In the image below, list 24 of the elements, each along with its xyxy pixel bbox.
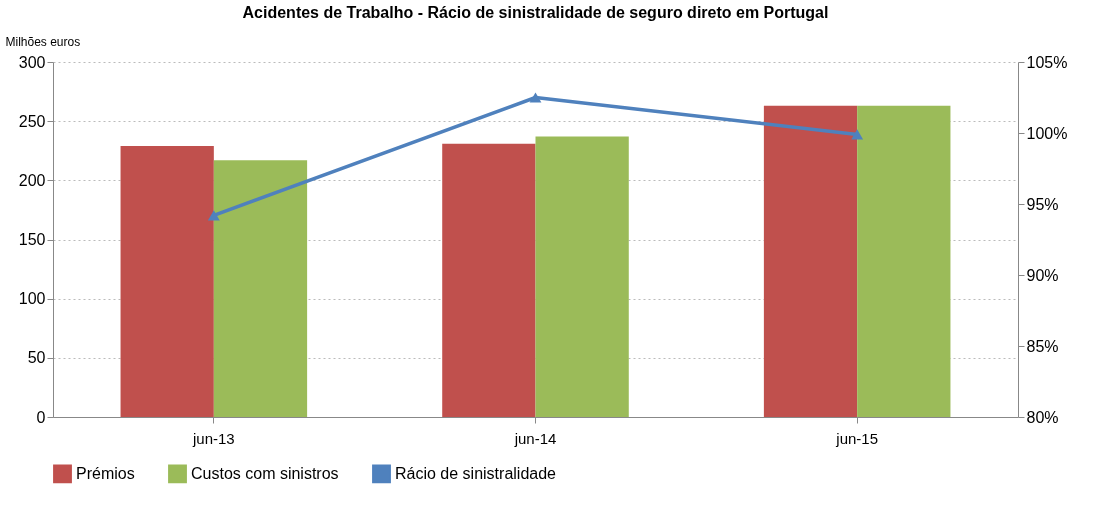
point [207,210,220,221]
y-axis-title: Milhões euros [5,34,81,49]
point [529,92,542,103]
chart-title: Acidentes de Trabalho - Rácio de sinistralidade de seguro direto em Portugal [242,4,829,21]
y-tick-label: 200 [18,171,46,189]
x-tick-label: jun-15 [835,429,879,447]
legend-label: Prémios [76,464,135,482]
y-tick-label: 100 [18,290,46,308]
legend-label: Custos com sinistros [191,464,339,482]
y2-tick-label: 90% [1026,266,1059,284]
y-tick-label: 250 [18,112,46,130]
y-tick-label: 300 [18,53,46,71]
y-tick-label: 50 [27,349,46,367]
y2-tick-label: 85% [1026,337,1059,355]
y-tick-label: 150 [18,231,46,248]
x-tick-label: jun-14 [513,429,557,447]
legend-label: Rácio de sinistralidade [395,464,557,482]
y-tick-label: 0 [36,408,46,426]
point [851,129,864,140]
x-tick-label: jun-13 [191,429,235,447]
y2-tick-label: 95% [1026,195,1059,213]
y2-tick-label: 100% [1026,124,1068,142]
y2-tick-label: 80% [1026,408,1059,426]
y2-tick-label: 105% [1026,53,1068,71]
